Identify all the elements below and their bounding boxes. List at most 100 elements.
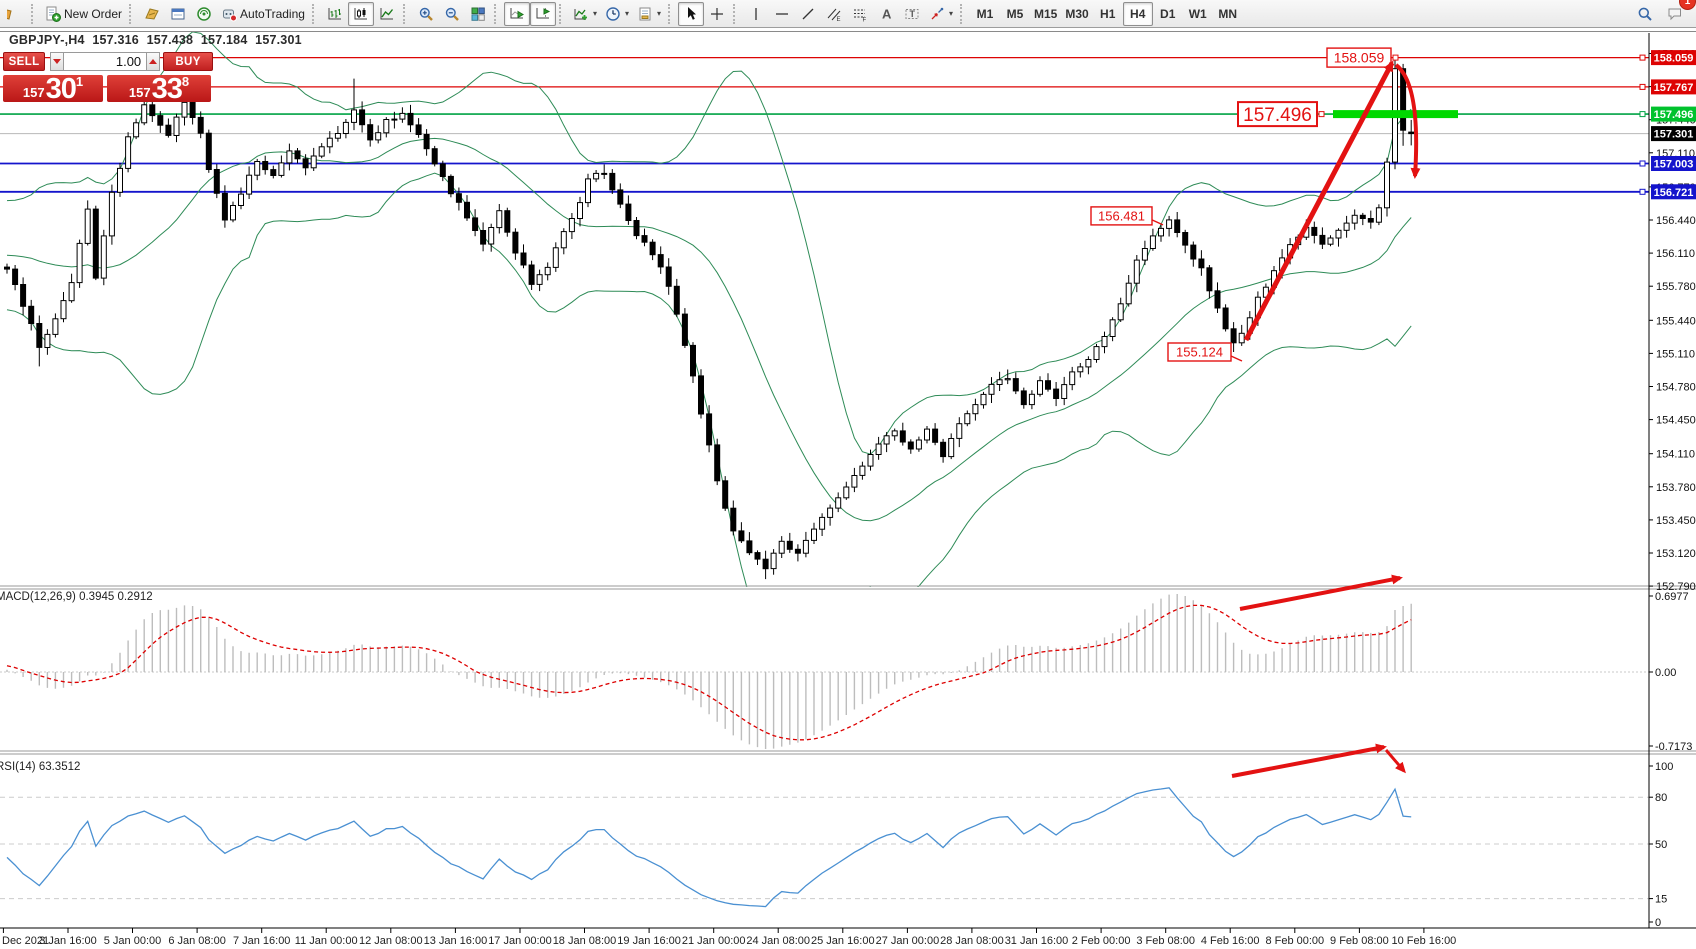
sell-price-major: 157: [22, 85, 45, 100]
volume-increase-button[interactable]: [146, 52, 161, 71]
buy-price-point: 8: [181, 74, 190, 89]
toolbar-separator: [129, 3, 135, 24]
autotrading-button[interactable]: AutoTrading: [217, 2, 309, 26]
timeframe-m1[interactable]: M1: [970, 2, 1000, 26]
svg-text:Dec 2021: Dec 2021: [2, 935, 49, 947]
clipped-left-button[interactable]: [2, 2, 28, 26]
chat-button[interactable]: [1662, 2, 1688, 26]
tile-windows-button[interactable]: [465, 2, 491, 26]
timeframe-label: D1: [1160, 6, 1176, 21]
svg-text:21 Jan 00:00: 21 Jan 00:00: [682, 935, 746, 947]
timeframe-label: W1: [1188, 6, 1207, 21]
buy-price[interactable]: 157 33 8: [107, 74, 211, 104]
svg-text:152.790: 152.790: [1656, 581, 1696, 593]
candlestick-chart-button[interactable]: [347, 1, 374, 26]
data-window-button[interactable]: [165, 2, 191, 26]
timeframe-h4[interactable]: H4: [1122, 1, 1153, 26]
svg-text:156.481: 156.481: [1098, 209, 1145, 224]
vertical-line-button[interactable]: [743, 2, 769, 26]
svg-text:24 Jan 08:00: 24 Jan 08:00: [746, 935, 810, 947]
svg-text:7 Jan 16:00: 7 Jan 16:00: [233, 935, 291, 947]
button-label: AutoTrading: [240, 6, 305, 21]
timeframe-d1[interactable]: D1: [1153, 2, 1183, 26]
chart-shift-button[interactable]: [529, 1, 556, 26]
buy-button[interactable]: BUY: [163, 52, 213, 71]
highlight-bar[interactable]: [1333, 110, 1458, 119]
chart-low: 157.184: [200, 33, 248, 47]
svg-text:100: 100: [1655, 761, 1673, 773]
svg-text:17 Jan 00:00: 17 Jan 00:00: [488, 935, 552, 947]
svg-text:8 Feb 00:00: 8 Feb 00:00: [1265, 935, 1324, 947]
indicators-button[interactable]: ▾: [569, 2, 601, 26]
svg-text:28 Jan 08:00: 28 Jan 08:00: [940, 935, 1004, 947]
auto-scroll-button[interactable]: [503, 1, 530, 26]
timeframe-m5[interactable]: M5: [1000, 2, 1030, 26]
periods-button[interactable]: ▾: [601, 2, 633, 26]
button-label: New Order: [64, 6, 123, 21]
rsi-level-lines: [0, 796, 1649, 900]
timeframe-m15[interactable]: M15: [1030, 2, 1061, 26]
annotation-arrows[interactable]: [1231, 60, 1421, 778]
arrows-button[interactable]: ▾: [925, 2, 957, 26]
svg-text:A: A: [882, 6, 892, 21]
svg-text:157.301: 157.301: [1654, 129, 1694, 141]
timeframe-h1[interactable]: H1: [1093, 2, 1123, 26]
cursor-button[interactable]: [678, 1, 704, 26]
svg-text:153.120: 153.120: [1656, 548, 1696, 560]
svg-text:F: F: [863, 17, 867, 22]
timeframe-label: MN: [1218, 6, 1238, 21]
chart-open: 157.316: [92, 33, 139, 47]
macd-label: MACD(12,26,9) 0.3945 0.2912: [0, 591, 153, 603]
svg-text:12 Jan 08:00: 12 Jan 08:00: [359, 935, 423, 947]
timeframe-mn[interactable]: MN: [1213, 2, 1243, 26]
buy-price-major: 157: [128, 85, 151, 100]
svg-text:13 Jan 16:00: 13 Jan 16:00: [424, 935, 488, 947]
timeframe-w1[interactable]: W1: [1183, 2, 1213, 26]
volume-stepper: [50, 52, 161, 71]
strategy-tester-button[interactable]: [191, 2, 217, 26]
svg-text:155.780: 155.780: [1656, 281, 1696, 293]
macd-histogram: [6, 594, 1412, 749]
timeframe-label: M5: [1006, 6, 1024, 21]
pane-separators[interactable]: [0, 585, 1696, 755]
svg-text:157.496: 157.496: [1654, 109, 1694, 121]
price-callouts[interactable]: 158.059 157.496 156.481 155.124: [1090, 47, 1399, 362]
sell-price[interactable]: 157 30 1: [3, 73, 103, 105]
svg-text:154.110: 154.110: [1656, 449, 1695, 461]
zoom-in-button[interactable]: [413, 2, 439, 26]
svg-text:5 Jan 00:00: 5 Jan 00:00: [104, 935, 162, 947]
zoom-out-button[interactable]: [439, 2, 465, 26]
channel-button[interactable]: E: [821, 2, 847, 26]
templates-button[interactable]: ▾: [633, 2, 665, 26]
timeframe-label: M15: [1034, 6, 1058, 21]
sell-button[interactable]: SELL: [3, 52, 46, 71]
triangle-up-icon: [149, 59, 158, 64]
svg-text:27 Jan 00:00: 27 Jan 00:00: [876, 935, 940, 947]
volume-input[interactable]: [64, 52, 147, 71]
text-button[interactable]: A: [873, 2, 899, 26]
chart-high: 157.438: [146, 33, 194, 47]
text-label-button[interactable]: T: [899, 2, 925, 26]
search-button[interactable]: [1632, 2, 1658, 26]
trendline-button[interactable]: [795, 2, 821, 26]
toolbar-separator: [31, 3, 37, 24]
market-watch-button[interactable]: [139, 2, 165, 26]
svg-text:156.440: 156.440: [1656, 215, 1696, 227]
new-order-button[interactable]: New Order: [41, 2, 126, 26]
toolbar-separator: [493, 3, 500, 24]
svg-text:19 Jan 16:00: 19 Jan 16:00: [617, 935, 681, 947]
sell-price-pips: 30: [45, 73, 77, 105]
horizontal-line-button[interactable]: [769, 2, 795, 26]
notification-badge[interactable]: 1: [1679, 0, 1696, 10]
fibonacci-button[interactable]: F: [847, 2, 873, 26]
svg-text:153.450: 153.450: [1656, 515, 1696, 527]
chart-close: 157.301: [255, 33, 302, 47]
crosshair-button[interactable]: [704, 2, 730, 26]
timeframe-m30[interactable]: M30: [1061, 2, 1092, 26]
bar-chart-button[interactable]: [322, 2, 348, 26]
line-chart-button[interactable]: [374, 2, 400, 26]
svg-text:156.721: 156.721: [1654, 187, 1694, 199]
volume-decrease-button[interactable]: [50, 52, 65, 71]
svg-text:31 Jan 16:00: 31 Jan 16:00: [1005, 935, 1069, 947]
